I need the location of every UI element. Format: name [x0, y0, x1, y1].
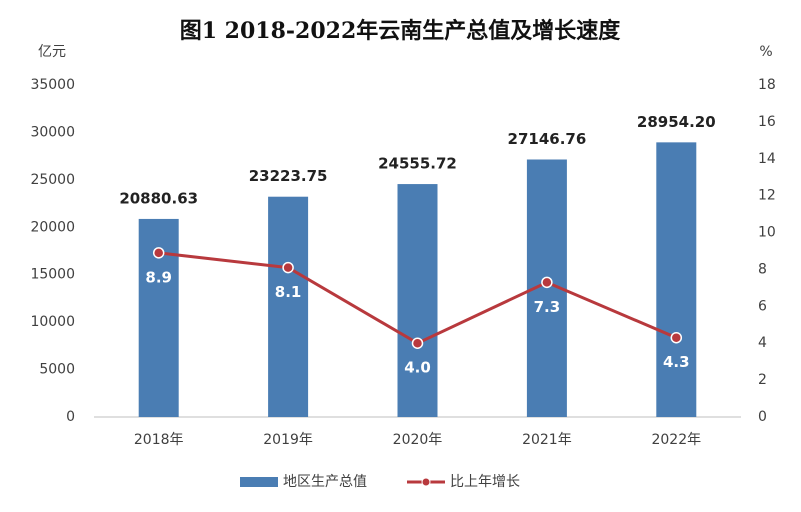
y2-tick-label: 14	[758, 151, 776, 167]
y-tick-label: 20000	[30, 219, 75, 235]
y-tick-label: 5000	[39, 362, 75, 378]
line-marker	[541, 276, 553, 289]
legend-label: 地区生产总值	[283, 474, 367, 490]
legend-label: 比上年增长	[450, 474, 520, 490]
y2-tick-label: 18	[758, 77, 776, 93]
chart-title: 图1 2018-2022年云南生产总值及增长速度	[180, 18, 622, 44]
bar-value-label: 27146.76	[508, 130, 587, 148]
y2-tick-label: 6	[758, 298, 767, 314]
bar-value-label: 28954.20	[637, 113, 716, 131]
y-tick-label: 15000	[30, 267, 75, 283]
y2-tick-label: 2	[758, 372, 767, 388]
y-tick-label: 35000	[30, 77, 75, 93]
line-value-label: 7.3	[534, 298, 561, 316]
legend-swatch	[421, 477, 431, 487]
x-tick-label: 2021年	[522, 432, 572, 448]
x-tick-label: 2020年	[393, 432, 443, 448]
y-tick-label: 25000	[30, 172, 75, 188]
y2-tick-label: 16	[758, 114, 776, 130]
bar-value-label: 23223.75	[249, 167, 328, 185]
line-marker	[152, 247, 165, 259]
bar	[268, 196, 309, 417]
x-tick-label: 2022年	[651, 432, 701, 448]
x-tick-label: 2018年	[134, 432, 184, 448]
bar	[397, 184, 438, 417]
y-tick-label: 30000	[30, 124, 75, 140]
y-tick-label: 10000	[30, 314, 75, 330]
y2-tick-label: 0	[758, 409, 767, 425]
bar	[656, 142, 697, 417]
line-marker	[411, 337, 424, 349]
bar-value-label: 24555.72	[378, 155, 457, 173]
bar-value-label: 20880.63	[119, 189, 198, 207]
line-value-label: 4.3	[663, 353, 690, 371]
line-marker	[670, 331, 683, 344]
y2-tick-label: 4	[758, 335, 767, 351]
y2-axis-label: %	[759, 44, 772, 60]
line-value-label: 8.9	[145, 268, 172, 286]
y-axis-label: 亿元	[38, 44, 66, 60]
line-value-label: 4.0	[404, 359, 431, 377]
legend-swatch	[240, 477, 278, 487]
y2-tick-label: 10	[758, 225, 776, 241]
line-value-label: 8.1	[275, 283, 302, 301]
y2-tick-label: 12	[758, 188, 776, 204]
y2-tick-label: 8	[758, 261, 767, 277]
x-tick-label: 2019年	[263, 432, 313, 448]
line-marker	[282, 261, 294, 274]
y-tick-label: 0	[66, 409, 75, 425]
